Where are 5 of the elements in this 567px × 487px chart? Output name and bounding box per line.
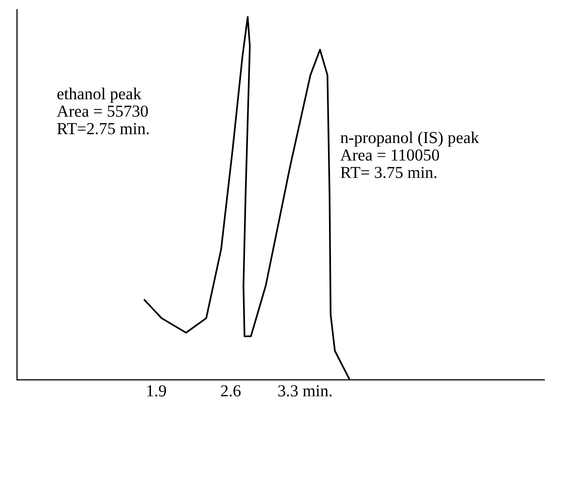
x-tick-label: 2.6 [221,385,241,397]
x-tick-label: 3.3 min. [278,385,332,397]
x-tick-label: 1.9 [147,385,166,397]
annotation: ethanol peak Area = 55730 RT=2.75 min. [56,88,149,134]
annotation: n-propanol (IS) peak Area = 110050 RT= 3.75 min. [340,131,480,178]
